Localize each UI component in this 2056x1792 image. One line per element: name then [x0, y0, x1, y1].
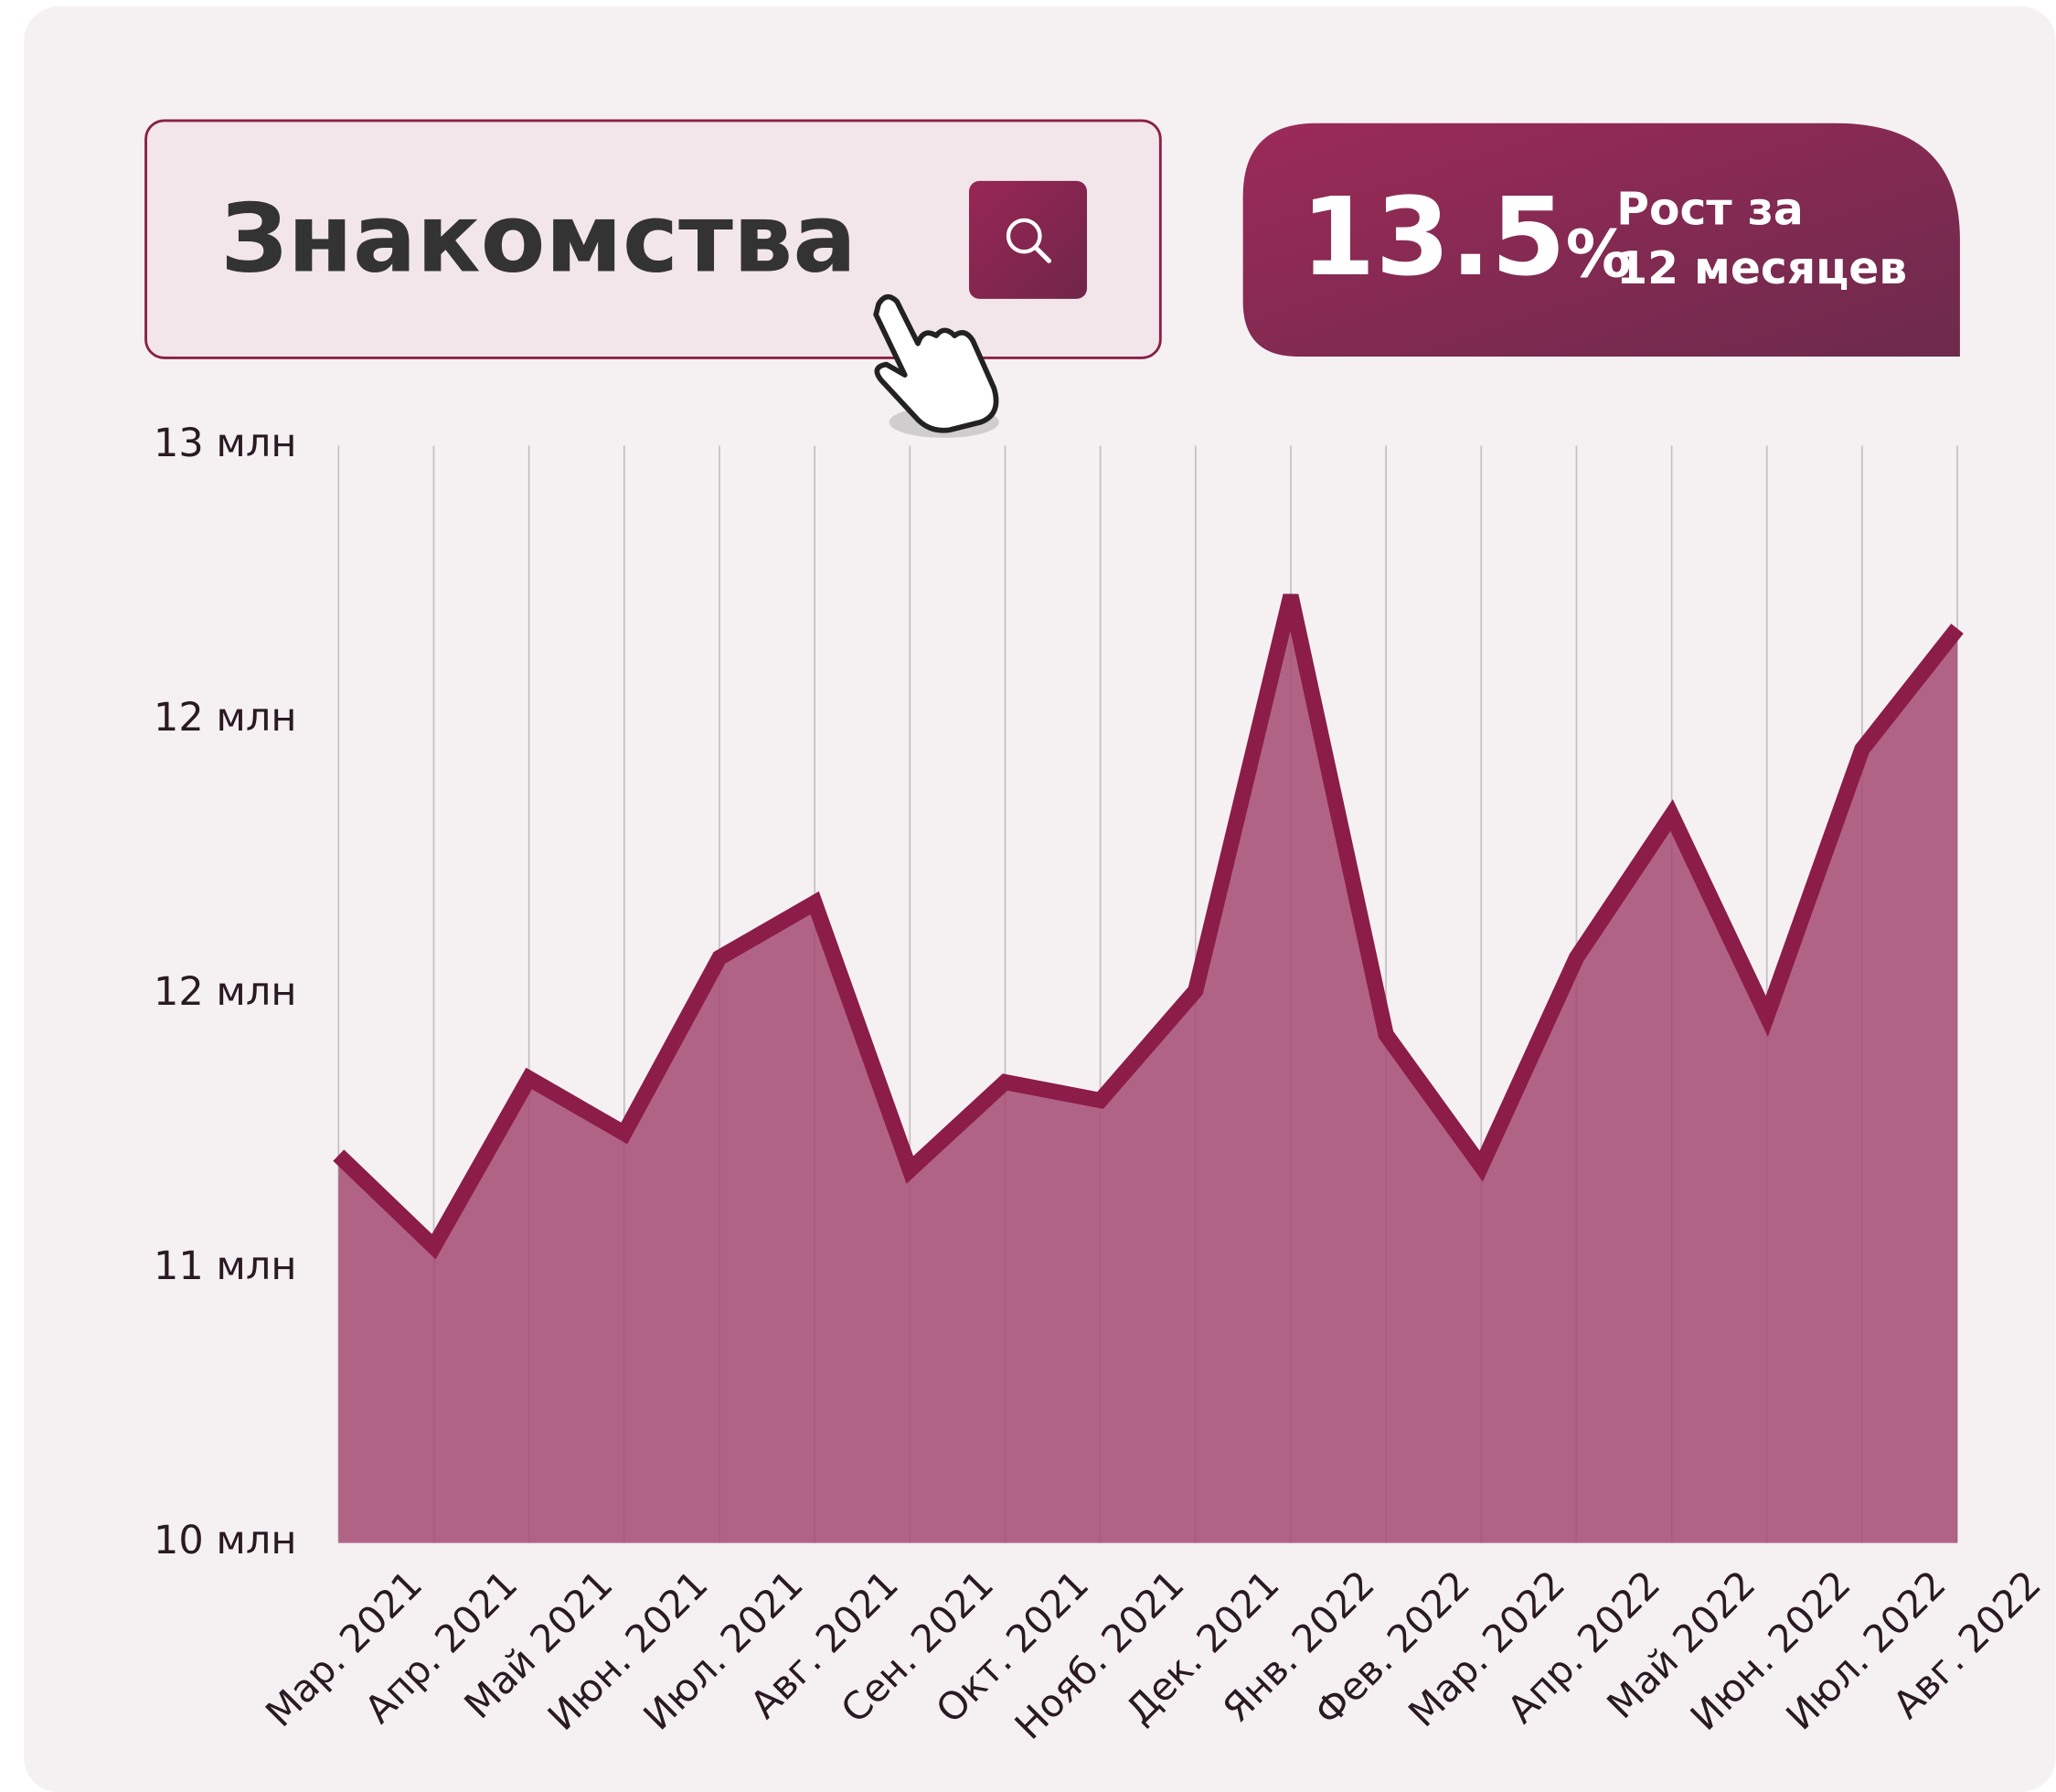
- line: [333, 593, 1964, 1260]
- growth-caption: Рост за: [1616, 184, 1804, 235]
- growth-number: 13.5: [1301, 175, 1566, 300]
- search-box[interactable]: [144, 119, 1162, 359]
- growth-caption: 12 месяцев: [1616, 243, 1907, 294]
- search-button[interactable]: [968, 180, 1088, 299]
- cursor-hand: [873, 293, 999, 433]
- y-tick-label: 10 млн: [154, 1518, 296, 1563]
- growth-unit: %: [1566, 215, 1632, 292]
- y-tick-label: 12 млн: [154, 695, 296, 741]
- growth-pill: [1242, 123, 1960, 357]
- search-icon: [1006, 218, 1042, 254]
- search-query: Знакомства: [220, 184, 857, 293]
- area: [338, 595, 1958, 1543]
- cursor: [873, 293, 999, 438]
- growth-value: 13.5%: [1301, 175, 1632, 300]
- search-icon: [1033, 245, 1051, 263]
- y-tick-label: 13 млн: [154, 421, 296, 466]
- y-tick-label: 11 млн: [154, 1243, 296, 1289]
- y-tick-label: 12 млн: [154, 969, 296, 1015]
